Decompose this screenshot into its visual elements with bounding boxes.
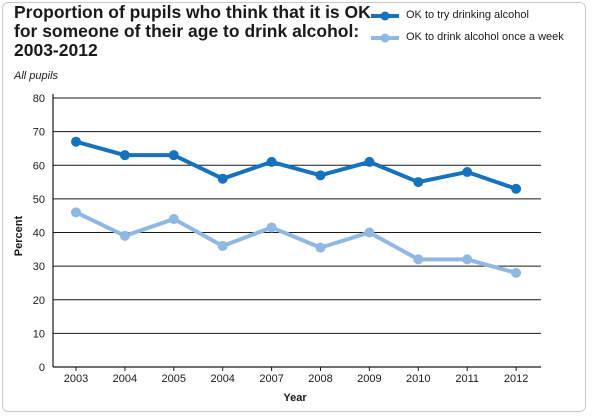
x-tick-label: 2004 — [210, 373, 234, 385]
series-line — [75, 210, 517, 275]
data-point — [168, 150, 179, 161]
x-tick-label: 2012 — [504, 373, 528, 385]
data-point — [71, 136, 81, 147]
x-tick-labels: 2003 2004 2005 2004 2007 2008 2009 2010 2011 2012 — [64, 367, 528, 385]
legend-label-series-1: OK to try drinking alcohol — [406, 9, 529, 21]
data-point — [315, 170, 326, 181]
y-tick-label: 70 — [33, 127, 45, 139]
data-point — [413, 177, 424, 188]
x-tick-label: 2008 — [308, 373, 332, 385]
legend-swatch-series-2 — [371, 33, 399, 43]
data-point — [119, 150, 130, 161]
x-tick-label: 2007 — [259, 373, 283, 385]
data-point — [119, 230, 130, 241]
legend: OK to try drinking alcohol OK to drink a… — [370, 8, 585, 52]
chart-title: Proportion of pupils who think that it i… — [14, 2, 371, 60]
x-tick-label: 2003 — [64, 373, 88, 385]
y-axis-title: Percent — [13, 215, 25, 256]
data-point — [71, 207, 81, 218]
legend-swatch-series-1 — [371, 11, 399, 21]
x-tick-label: 2010 — [406, 373, 430, 385]
chart-frame — [2, 2, 586, 412]
data-point — [217, 240, 228, 251]
series-1 — [71, 136, 522, 194]
y-tick-label: 10 — [33, 328, 45, 340]
x-axis-title: Year — [283, 392, 307, 404]
y-tick-label: 30 — [33, 261, 45, 273]
data-point — [511, 183, 522, 194]
x-tick-label: 2004 — [113, 373, 137, 385]
y-tick-label: 60 — [33, 160, 45, 172]
data-point — [315, 242, 326, 253]
data-point — [462, 254, 473, 265]
legend-item-series-2: OK to drink alcohol once a week — [370, 30, 585, 52]
y-tick-label: 80 — [33, 93, 45, 105]
data-point — [364, 156, 375, 167]
x-tick-label: 2005 — [162, 373, 186, 385]
y-tick-labels: 0 10 20 30 40 50 60 70 80 — [33, 93, 45, 374]
series-2 — [71, 207, 522, 278]
data-point — [266, 222, 277, 233]
legend-item-series-1: OK to try drinking alcohol — [370, 8, 585, 30]
data-point — [266, 156, 277, 167]
y-tick-label: 50 — [33, 194, 45, 206]
data-point — [511, 267, 522, 278]
x-tick-label: 2011 — [455, 373, 479, 385]
data-point — [413, 254, 424, 265]
data-point — [364, 227, 375, 238]
data-point — [217, 173, 228, 184]
x-tick-label: 2009 — [357, 373, 381, 385]
series-line — [75, 139, 517, 191]
gridlines — [53, 97, 541, 334]
y-tick-label: 0 — [39, 362, 45, 374]
data-point — [168, 214, 179, 225]
chart-subtitle: All pupils — [14, 70, 59, 82]
y-tick-label: 40 — [33, 228, 45, 240]
legend-label-series-2: OK to drink alcohol once a week — [406, 31, 564, 43]
y-tick-label: 20 — [33, 295, 45, 307]
data-point — [462, 166, 473, 177]
